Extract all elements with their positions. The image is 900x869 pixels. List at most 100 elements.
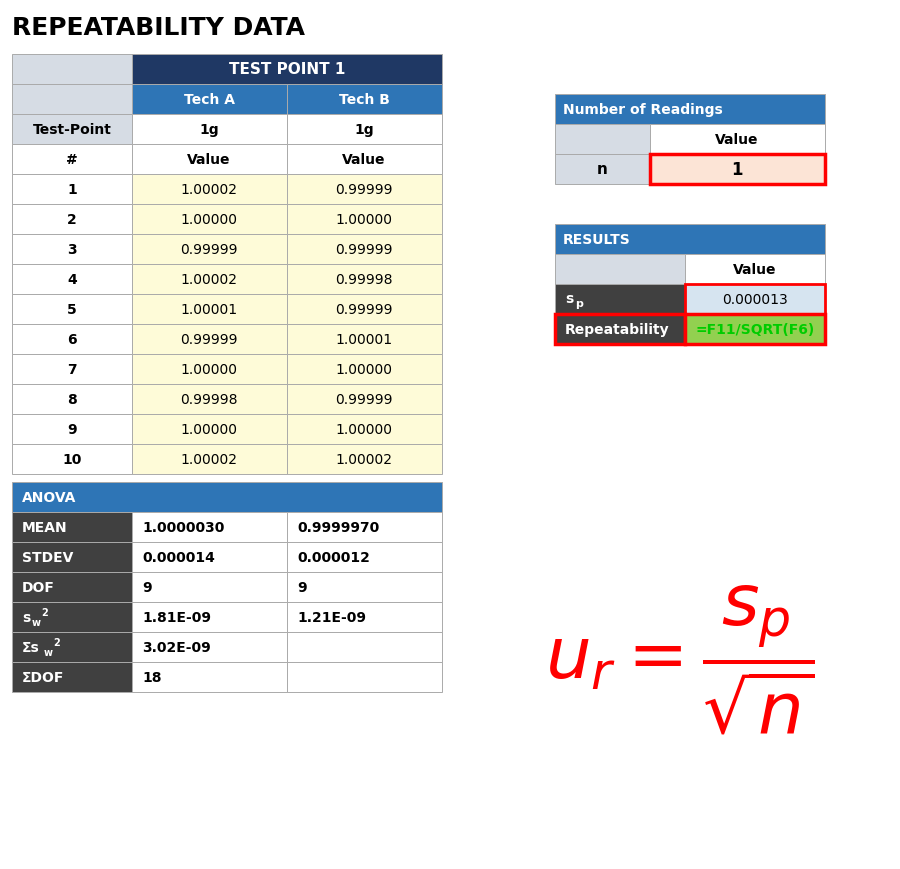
Text: $\mathit{u_r} = \dfrac{\mathit{s_p}}{\sqrt{\mathit{n}}}$: $\mathit{u_r} = \dfrac{\mathit{s_p}}{\sq… — [545, 583, 814, 736]
Text: Tech A: Tech A — [184, 93, 235, 107]
Text: 1.00002: 1.00002 — [181, 273, 238, 287]
Bar — [287, 175, 442, 205]
Text: =F11/SQRT(F6): =F11/SQRT(F6) — [696, 322, 814, 336]
Text: s: s — [22, 610, 31, 624]
Text: 1.00000: 1.00000 — [336, 362, 392, 376]
Bar — [287, 115, 442, 145]
Bar — [132, 295, 287, 325]
Bar — [555, 255, 685, 285]
Bar — [12, 85, 132, 115]
Bar — [287, 542, 442, 573]
Text: Number of Readings: Number of Readings — [563, 103, 723, 116]
Bar — [12, 573, 132, 602]
Bar — [12, 602, 132, 633]
Text: Tech B: Tech B — [338, 93, 390, 107]
Text: 0.99999: 0.99999 — [335, 242, 392, 256]
Bar — [685, 255, 825, 285]
Bar — [555, 225, 825, 255]
Text: 0.99999: 0.99999 — [335, 182, 392, 196]
Text: 4: 4 — [68, 273, 76, 287]
Text: 1g: 1g — [355, 123, 374, 136]
Bar — [132, 415, 287, 444]
Bar — [555, 285, 685, 315]
Bar — [685, 285, 825, 315]
Text: 6: 6 — [68, 333, 76, 347]
Bar — [132, 444, 287, 474]
Bar — [12, 115, 132, 145]
Text: 9: 9 — [297, 580, 307, 594]
Bar — [132, 355, 287, 385]
Bar — [12, 385, 132, 415]
Bar — [12, 205, 132, 235]
Text: w: w — [44, 647, 53, 657]
Text: n: n — [597, 163, 608, 177]
Text: 0.99999: 0.99999 — [180, 333, 238, 347]
Text: Value: Value — [716, 133, 759, 147]
Bar — [650, 155, 825, 185]
Bar — [12, 295, 132, 325]
Bar — [287, 85, 442, 115]
Bar — [132, 662, 287, 693]
Text: 2: 2 — [53, 637, 59, 647]
Text: 3.02E-09: 3.02E-09 — [142, 640, 211, 654]
Text: 0.99999: 0.99999 — [335, 393, 392, 407]
Bar — [132, 85, 287, 115]
Bar — [287, 385, 442, 415]
Text: ANOVA: ANOVA — [22, 490, 76, 504]
Bar — [287, 513, 442, 542]
Bar — [650, 125, 825, 155]
Text: 1.0000030: 1.0000030 — [142, 521, 224, 534]
Text: 1.81E-09: 1.81E-09 — [142, 610, 211, 624]
Bar — [287, 205, 442, 235]
Text: Test-Point: Test-Point — [32, 123, 112, 136]
Bar — [132, 325, 287, 355]
Text: 1.00000: 1.00000 — [181, 362, 238, 376]
Bar — [12, 145, 132, 175]
Text: 9: 9 — [142, 580, 151, 594]
Text: 9: 9 — [68, 422, 76, 436]
Text: 0.99999: 0.99999 — [180, 242, 238, 256]
Bar — [12, 265, 132, 295]
Bar — [287, 415, 442, 444]
Bar — [12, 633, 132, 662]
Bar — [132, 145, 287, 175]
Bar — [555, 155, 650, 185]
Text: 3: 3 — [68, 242, 76, 256]
Text: p: p — [575, 299, 583, 308]
Text: Value: Value — [734, 262, 777, 276]
Text: 0.000012: 0.000012 — [297, 550, 370, 564]
Text: #: # — [66, 153, 78, 167]
Text: MEAN: MEAN — [22, 521, 68, 534]
Text: 5: 5 — [68, 302, 76, 316]
Bar — [12, 513, 132, 542]
Text: STDEV: STDEV — [22, 550, 74, 564]
Bar — [287, 444, 442, 474]
Bar — [287, 265, 442, 295]
Text: 0.000013: 0.000013 — [722, 293, 788, 307]
Bar — [287, 633, 442, 662]
Text: Σs: Σs — [22, 640, 40, 654]
Bar — [132, 175, 287, 205]
Bar — [12, 325, 132, 355]
Bar — [12, 355, 132, 385]
Text: 1.00001: 1.00001 — [336, 333, 392, 347]
Bar — [12, 415, 132, 444]
Bar — [12, 175, 132, 205]
Bar — [287, 602, 442, 633]
Bar — [555, 95, 825, 125]
Bar — [132, 573, 287, 602]
Bar — [685, 315, 825, 345]
Bar — [132, 115, 287, 145]
Text: 1.00002: 1.00002 — [336, 453, 392, 467]
Bar — [287, 325, 442, 355]
Text: s: s — [565, 292, 573, 306]
Text: REPEATABILITY DATA: REPEATABILITY DATA — [12, 16, 305, 40]
Bar — [132, 513, 287, 542]
Bar — [12, 542, 132, 573]
Text: RESULTS: RESULTS — [563, 233, 631, 247]
Bar — [287, 295, 442, 325]
Text: 1.00000: 1.00000 — [181, 213, 238, 227]
Bar — [287, 662, 442, 693]
Bar — [287, 235, 442, 265]
Text: 0.99998: 0.99998 — [180, 393, 238, 407]
